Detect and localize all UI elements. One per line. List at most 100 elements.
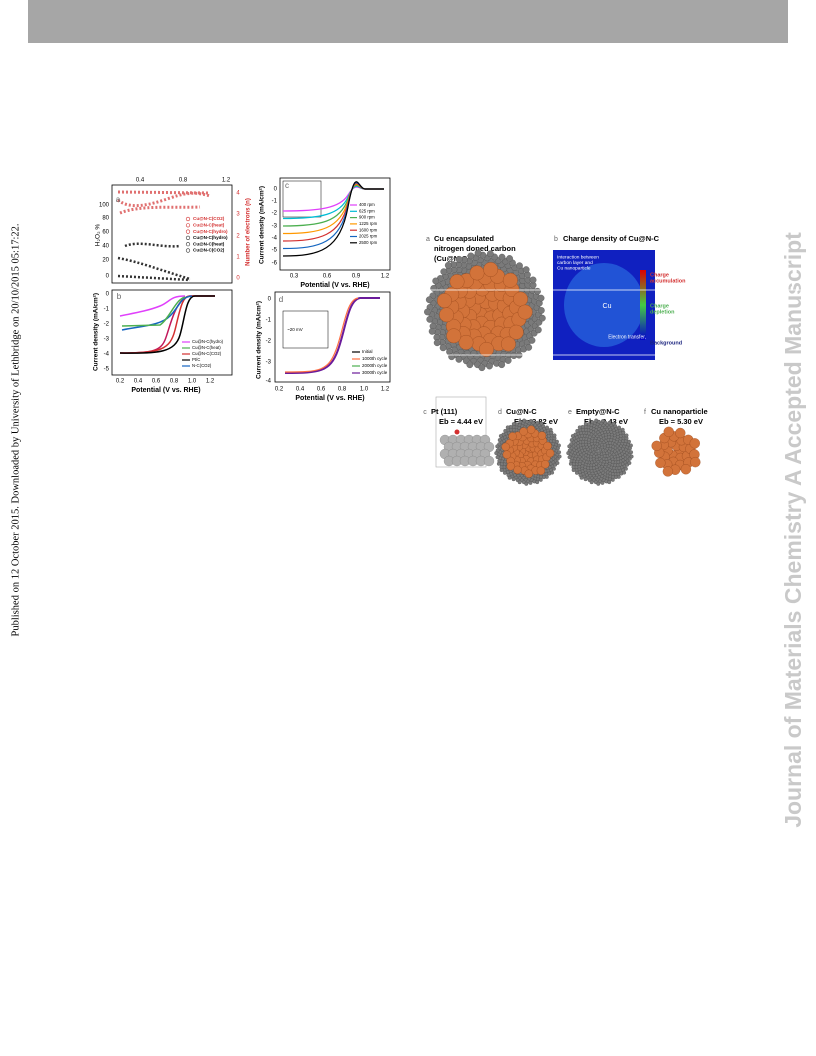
tick-label: 1.0 [360,387,369,393]
atom [432,277,440,285]
legend-marker [185,235,191,240]
annotation: Electron transfer, [608,334,646,340]
cu-atom [662,466,674,477]
atom [534,326,542,334]
charge-cloud [564,263,644,347]
scale-label: Background [650,340,682,346]
legend-entry: Cu@N-C(CO2) [193,248,225,253]
curve [117,256,191,281]
atom [552,433,557,438]
atom [516,262,523,270]
legend-entry: Cu@N-C(hydro) [193,235,228,240]
atom [466,361,474,369]
legend-entry: 2025 rpm [359,234,378,239]
tick-label: 0 [236,276,240,282]
annotation: carbon layer and [557,260,593,266]
curve [282,181,384,257]
tick-label: 60 [102,230,109,236]
cu-atom [524,469,533,478]
tick-label: -1 [104,307,110,313]
atom [574,470,579,475]
tick-label: 0.3 [290,274,299,280]
atom [624,466,628,471]
atom [529,276,537,284]
tick-label: 0.4 [296,387,305,393]
cu-atom [458,334,474,350]
atom [486,362,493,370]
atom [629,443,633,448]
atom [590,420,595,425]
atom [629,450,634,455]
atom [507,475,512,480]
atom [504,357,512,364]
tick-label: 2 [236,234,240,240]
legend-entry: N-C(CO2) [192,363,212,368]
scale-label: Charge [650,303,669,309]
scale-label: Charge [650,272,669,278]
atom [624,433,629,438]
cu-atom [689,438,700,449]
legend-entry: Cu@N-C(heat) [192,345,221,350]
atom [594,418,599,423]
tick-label: 1.2 [206,379,215,385]
atom [524,481,529,486]
tick-label: 0.6 [323,274,332,280]
annotation: Cu nanoparticle [557,265,591,271]
figure: a 0.4 0.8 1.2 100 80 60 40 20 0 H₂O₂ % 4 3 2 1 0 Number … [93,178,816,486]
inset-note: ~20 mV [287,327,303,332]
atom [620,427,625,432]
tick-label: 0 [106,292,110,298]
atom [440,268,448,276]
atom [629,454,634,459]
curve [119,205,201,215]
curve [119,295,215,354]
atom [579,475,584,480]
cu-atom [517,304,533,320]
atom [583,477,588,482]
panel-title: (Cu@N-C) [434,254,470,263]
legend-entry: 2000th cycle [362,363,388,368]
atom [622,470,627,475]
curve [124,242,181,248]
tick-label: 0.6 [152,379,161,385]
tick-label: 3 [236,212,240,218]
tick-label: 1.0 [188,379,197,385]
atom [567,455,572,460]
legend-marker [185,248,191,253]
legend-entry: Cu@N-C(heat) [193,241,225,246]
atom [567,444,572,449]
tick-label: 1.2 [381,387,390,393]
atom [537,307,545,314]
legend-marker [185,216,191,222]
atom [511,422,516,426]
atom [583,422,588,426]
curve [117,191,211,208]
atom [555,461,560,465]
atom [529,419,533,423]
panel-label: c [423,409,427,416]
model-name: Cu@N-C [506,407,537,416]
download-note: Published on 12 October 2015. Downloaded… [10,224,21,637]
o-atom [454,429,460,435]
legend-entry: Cu@N-C(heat) [193,223,225,228]
atom [474,249,482,257]
atom [571,468,576,472]
legend-marker [185,223,191,228]
atom [498,253,506,261]
atom [525,344,533,351]
atom [495,455,500,460]
curve [284,297,380,374]
tick-label: 0.8 [179,178,188,184]
curve [119,295,186,317]
cu-atom [483,262,499,277]
atom [534,287,541,295]
cu-atom [513,291,528,307]
tick-label: 80 [102,216,109,222]
model-name: Cu nanoparticle [651,407,708,416]
atom [539,421,544,426]
frame [274,291,391,383]
panel-label: a [426,236,430,243]
atom [568,461,573,466]
cu-atom [501,442,510,452]
atom [552,466,556,471]
